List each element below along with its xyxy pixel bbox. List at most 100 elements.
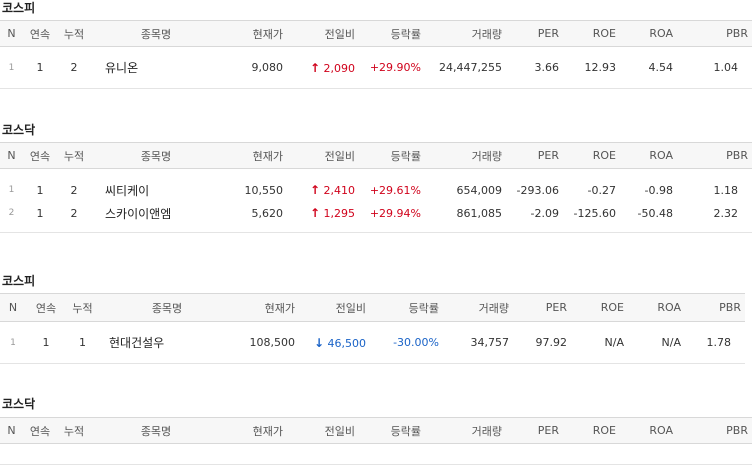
- table-header-row: N 연속 누적 종목명 현재가 전일비 등락률 거래량 PER ROE ROA …: [0, 20, 752, 47]
- row-index: 1: [8, 185, 15, 195]
- table-row[interactable]: 2 1 2 스카이이앤엠 5,620 ↑ 1,295 +29.94% 861,0…: [0, 202, 752, 225]
- section-kosdaq-1: 코스닥 N 연속 누적 종목명 현재가 전일비 등락률 거래량 PER ROE …: [0, 122, 752, 237]
- table-header-row: N 연속 누적 종목명 현재가 전일비 등락률 거래량 PER ROE ROA …: [0, 293, 745, 322]
- col-header-rate: 등락률: [359, 417, 425, 444]
- col-header-streak: 연속: [23, 417, 57, 444]
- col-header-n: N: [0, 417, 23, 444]
- table-row[interactable]: 1 1 2 씨티케이 10,550 ↑ 2,410 +29.61% 654,00…: [0, 179, 752, 202]
- stock-name-link[interactable]: 유니온: [91, 46, 221, 89]
- row-roe: -125.60: [573, 206, 616, 220]
- row-pbr: 2.32: [713, 206, 739, 220]
- col-header-roa: ROA: [620, 142, 677, 169]
- stock-table: N 연속 누적 종목명 현재가 전일비 등락률 거래량 PER ROE ROA …: [0, 20, 752, 89]
- col-header-change: 전일비: [287, 417, 359, 444]
- col-header-name: 종목명: [91, 20, 221, 47]
- row-volume: 34,757: [443, 321, 513, 364]
- col-header-volume: 거래량: [443, 293, 513, 322]
- col-header-n: N: [0, 20, 23, 47]
- empty-cell: [0, 443, 752, 465]
- row-change: ↑ 1,295: [287, 202, 359, 225]
- row-per: -293.06: [516, 183, 559, 197]
- col-header-pbr: PBR: [677, 417, 752, 444]
- col-header-per: PER: [513, 293, 571, 322]
- row-streak: 1: [23, 46, 57, 89]
- col-header-pbr: PBR: [677, 20, 752, 47]
- row-change: ↑ 2,090: [287, 46, 359, 89]
- table-row[interactable]: 1 1 1 현대건설우 108,500 ↓ 46,500 -30.00% 34,…: [0, 321, 745, 364]
- col-header-price: 현재가: [221, 417, 287, 444]
- row-pbr: 1.18: [713, 183, 739, 197]
- row-per: 3.66: [506, 46, 563, 89]
- col-header-pbr: PBR: [677, 142, 752, 169]
- row-roe: N/A: [571, 321, 628, 364]
- col-header-price: 현재가: [221, 20, 287, 47]
- col-header-volume: 거래량: [425, 142, 506, 169]
- stock-name-link[interactable]: 스카이이앤엠: [105, 206, 172, 221]
- row-index: 2: [8, 208, 15, 218]
- row-roa: N/A: [628, 321, 685, 364]
- stock-table: N 연속 누적 종목명 현재가 전일비 등락률 거래량 PER ROE ROA …: [0, 293, 745, 364]
- row-total: 2: [70, 206, 78, 220]
- col-header-name: 종목명: [91, 142, 221, 169]
- col-header-roe: ROE: [571, 293, 628, 322]
- row-price: 10,550: [244, 183, 284, 197]
- arrow-up-icon: ↑: [309, 183, 320, 197]
- col-header-total: 누적: [57, 142, 91, 169]
- col-header-total: 누적: [57, 20, 91, 47]
- col-header-change: 전일비: [287, 20, 359, 47]
- col-header-rate: 등락률: [370, 293, 443, 322]
- col-header-name: 종목명: [91, 417, 221, 444]
- stock-name-link[interactable]: 씨티케이: [105, 183, 150, 198]
- row-index: 1: [0, 46, 23, 89]
- row-roa: -0.98: [644, 183, 673, 197]
- col-header-roe: ROE: [563, 142, 620, 169]
- col-header-per: PER: [506, 20, 563, 47]
- change-value: 46,500: [327, 336, 367, 350]
- section-title: 코스닥: [2, 123, 36, 137]
- row-per: 97.92: [513, 321, 571, 364]
- change-value: 2,410: [323, 184, 356, 197]
- col-header-streak: 연속: [23, 20, 57, 47]
- table-header-row: N 연속 누적 종목명 현재가 전일비 등락률 거래량 PER ROE ROA …: [0, 142, 752, 169]
- row-total: 2: [57, 46, 91, 89]
- stock-table: N 연속 누적 종목명 현재가 전일비 등락률 거래량 PER ROE ROA …: [0, 142, 752, 233]
- row-rate: -30.00%: [370, 321, 443, 364]
- col-header-roa: ROA: [620, 417, 677, 444]
- col-header-roa: ROA: [628, 293, 685, 322]
- col-header-n: N: [0, 293, 26, 322]
- row-roe: 12.93: [563, 46, 620, 89]
- row-roa: 4.54: [620, 46, 677, 89]
- col-header-change: 전일비: [287, 142, 359, 169]
- row-per: -2.09: [530, 206, 559, 220]
- spacer-row: [0, 169, 752, 179]
- row-roe: -0.27: [587, 183, 616, 197]
- col-header-total: 누적: [57, 417, 91, 444]
- col-header-volume: 거래량: [425, 20, 506, 47]
- row-change: ↓ 46,500: [299, 321, 370, 364]
- col-header-roa: ROA: [620, 20, 677, 47]
- col-header-per: PER: [506, 142, 563, 169]
- col-header-per: PER: [506, 417, 563, 444]
- row-volume: 24,447,255: [425, 46, 506, 89]
- row-rate: +29.90%: [359, 46, 425, 89]
- arrow-up-icon: ↑: [309, 206, 320, 220]
- table-row[interactable]: 1 1 2 유니온 9,080 ↑ 2,090 +29.90% 24,447,2…: [0, 46, 752, 89]
- change-value: 2,090: [323, 61, 356, 75]
- col-header-roe: ROE: [563, 417, 620, 444]
- spacer-cell: [0, 169, 752, 179]
- row-pbr: 1.04: [677, 46, 752, 89]
- col-header-total: 누적: [66, 293, 99, 322]
- row-change: ↑ 2,410: [287, 179, 359, 202]
- empty-row: [0, 443, 752, 465]
- row-volume: 654,009: [456, 183, 503, 197]
- row-rate: +29.61%: [369, 183, 421, 197]
- row-pbr: 1.78: [685, 321, 745, 364]
- row-streak: 1: [36, 206, 44, 220]
- row-streak: 1: [26, 321, 66, 364]
- stock-table: N 연속 누적 종목명 현재가 전일비 등락률 거래량 PER ROE ROA …: [0, 417, 752, 465]
- row-price: 5,620: [251, 206, 284, 220]
- stock-name-link[interactable]: 현대건설우: [99, 321, 235, 364]
- section-kospi-2: 코스피 N 연속 누적 종목명 현재가 전일비 등락률 거래량 PER ROE …: [0, 274, 745, 369]
- col-header-name: 종목명: [99, 293, 235, 322]
- spacer-row: [0, 224, 752, 233]
